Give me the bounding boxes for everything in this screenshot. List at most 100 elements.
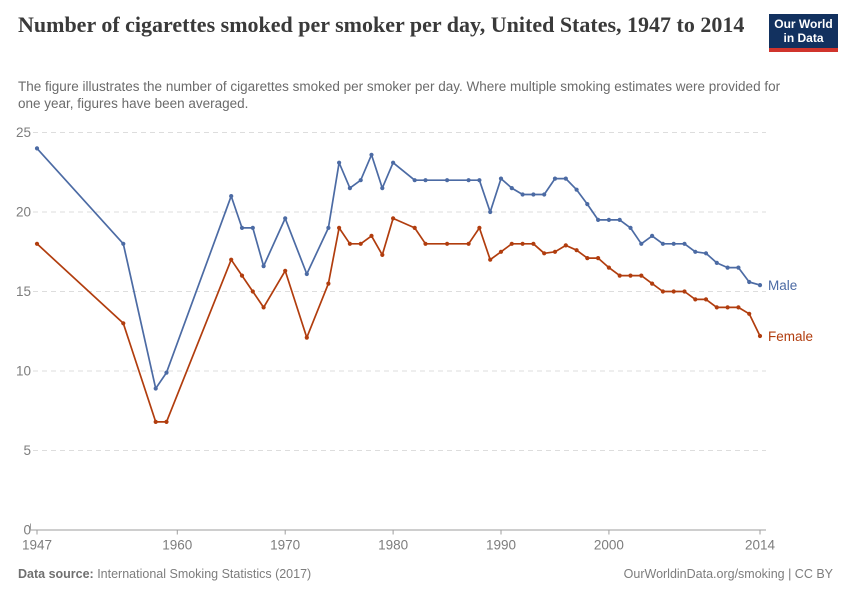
female-data-point <box>747 311 752 316</box>
female-data-point <box>423 241 428 246</box>
male-data-point <box>250 225 255 230</box>
male-data-point <box>498 176 504 181</box>
y-tick-label: 10 <box>16 364 31 379</box>
female-data-point <box>650 281 655 286</box>
female-data-point <box>531 241 536 246</box>
female-series-label: Female <box>768 329 813 344</box>
x-tick-label: 1947 <box>22 538 52 553</box>
female-data-point <box>121 321 126 326</box>
male-data-point <box>423 178 428 183</box>
male-data-point <box>747 279 752 285</box>
female-data-point <box>542 251 547 256</box>
male-data-point <box>628 225 633 230</box>
female-data-point <box>725 305 730 310</box>
male-data-point <box>660 241 666 246</box>
female-data-point <box>520 241 525 246</box>
female-data-point <box>639 273 644 278</box>
data-source: Data source: International Smoking Stati… <box>18 567 311 581</box>
owid-logo-line2: in Data <box>783 30 824 45</box>
male-data-point <box>617 217 622 222</box>
male-data-point <box>596 217 601 222</box>
male-data-point <box>239 225 245 230</box>
male-data-point <box>714 260 719 265</box>
female-data-point <box>477 225 482 230</box>
male-data-point <box>261 264 266 269</box>
male-data-point <box>671 241 676 246</box>
male-data-point <box>703 251 709 256</box>
female-data-point <box>358 241 363 246</box>
female-data-point <box>380 252 385 257</box>
x-tick-label: 1970 <box>270 538 300 553</box>
male-data-point <box>736 265 741 270</box>
male-data-point <box>34 146 40 151</box>
x-tick-label: 2000 <box>594 538 624 553</box>
female-data-point <box>498 249 504 254</box>
chart-subtitle: The figure illustrates the number of cig… <box>18 79 781 111</box>
chart-title: Number of cigarettes smoked per smoker p… <box>18 12 745 37</box>
female-line <box>36 217 761 423</box>
x-tick-label: 2014 <box>745 538 776 553</box>
male-data-point <box>164 370 169 375</box>
male-data-point <box>606 217 612 222</box>
female-data-point <box>347 241 352 246</box>
female-data-point <box>736 305 741 310</box>
female-data-point <box>337 225 342 230</box>
male-data-point <box>466 178 471 183</box>
female-data-point <box>391 216 396 221</box>
male-data-point <box>531 192 536 197</box>
male-data-point <box>639 241 644 246</box>
male-data-point <box>358 178 363 183</box>
male-data-point <box>552 176 558 181</box>
male-data-point <box>153 386 158 391</box>
male-series-label: Male <box>768 278 797 293</box>
male-data-point <box>326 225 331 230</box>
female-data-point <box>239 273 245 278</box>
male-data-point <box>304 271 309 277</box>
female-data-point <box>164 419 169 424</box>
female-data-point <box>466 241 471 246</box>
female-data-point <box>596 256 601 261</box>
owid-logo-line1: Our World <box>774 17 833 31</box>
data-source-label: Data source: <box>18 567 94 581</box>
male-data-point <box>412 178 417 183</box>
male-data-point <box>391 160 396 165</box>
female-data-point <box>326 281 331 286</box>
male-data-point <box>542 192 547 197</box>
data-source-value: International Smoking Statistics (2017) <box>93 567 312 581</box>
female-data-point <box>757 333 763 339</box>
owid-logo[interactable]: Our World in Data <box>769 14 838 52</box>
x-tick-label: 1960 <box>162 538 192 553</box>
male-data-point <box>347 186 352 191</box>
y-tick-label: 25 <box>16 125 31 140</box>
female-data-point <box>693 297 698 302</box>
male-data-point <box>725 265 730 270</box>
male-data-point <box>693 249 698 254</box>
male-data-point <box>477 178 482 183</box>
female-data-point <box>412 225 417 230</box>
male-data-point <box>229 194 234 199</box>
female-data-point <box>682 289 687 294</box>
female-data-point <box>617 273 622 278</box>
male-data-point <box>585 202 590 207</box>
male-data-point <box>509 186 514 191</box>
female-data-point <box>628 273 633 278</box>
male-data-point <box>757 283 763 288</box>
x-tick-label: 1980 <box>378 538 408 553</box>
female-data-point <box>671 289 676 294</box>
owid-credit-link[interactable]: OurWorldinData.org/smoking | CC BY <box>623 567 833 581</box>
female-data-point <box>261 305 266 310</box>
male-line <box>36 147 761 390</box>
female-data-point <box>153 419 158 424</box>
female-data-point <box>585 256 590 261</box>
x-tick-label: 1990 <box>486 538 516 553</box>
male-data-point <box>121 241 126 246</box>
female-data-point <box>552 249 558 254</box>
y-tick-label: 5 <box>23 443 31 458</box>
female-data-point <box>703 297 709 302</box>
female-data-point <box>34 241 40 246</box>
female-data-point <box>304 335 309 340</box>
female-data-point <box>714 305 719 310</box>
female-data-point <box>563 243 568 248</box>
